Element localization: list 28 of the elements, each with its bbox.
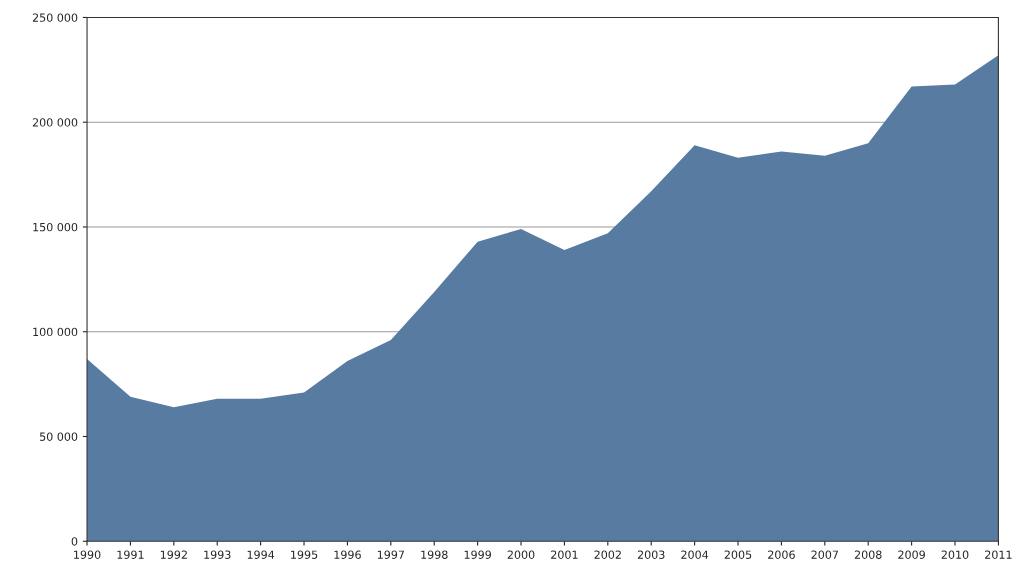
y-tick-label: 100 000: [33, 327, 78, 337]
x-tick-label: 2008: [854, 550, 882, 559]
x-tick-label: 2000: [507, 550, 535, 559]
x-tick-label: 1994: [247, 550, 275, 559]
x-tick-label: 2007: [811, 550, 838, 559]
x-tick-label: 2003: [637, 550, 665, 559]
x-tick-label: 2011: [985, 550, 1012, 559]
x-tick-label: 1993: [204, 550, 231, 559]
x-tick-label: 1992: [160, 550, 187, 559]
x-tick-label: 1999: [464, 550, 491, 559]
y-tick-label: 0: [71, 537, 78, 546]
y-tick-label: 200 000: [32, 118, 78, 127]
x-tick-label: 1996: [334, 550, 361, 559]
y-tick-label: 150 000: [33, 222, 78, 232]
x-tick-label: 2006: [768, 550, 795, 559]
y-tick-label: 250 000: [32, 13, 78, 22]
x-tick-label: 2010: [941, 550, 969, 559]
x-tick-label: 2001: [551, 550, 578, 559]
x-tick-label: 2009: [898, 550, 925, 559]
x-tick-label: 1997: [377, 550, 405, 559]
x-tick-label: 1991: [117, 550, 144, 559]
x-tick-label: 1990: [74, 550, 101, 559]
x-tick-label: 2002: [594, 550, 621, 559]
x-tick-label: 1998: [421, 550, 448, 559]
y-tick-label: 50 000: [39, 432, 78, 441]
x-tick-label: 2005: [724, 550, 752, 559]
x-tick-label: 2004: [681, 550, 709, 559]
x-tick-label: 1995: [291, 550, 318, 559]
